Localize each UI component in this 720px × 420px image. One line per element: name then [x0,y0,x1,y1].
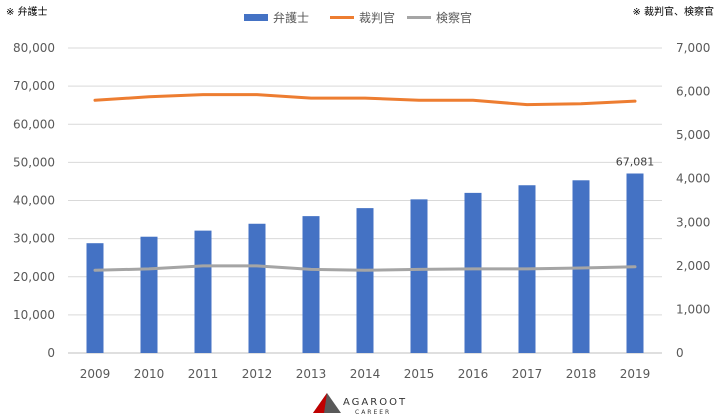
x-tick-label: 2017 [512,367,543,381]
bar-lawyers-2014 [356,208,374,353]
x-tick-label: 2014 [350,367,381,381]
legend-swatch-lawyers [244,14,268,21]
bar-lawyers-2010 [140,236,158,353]
right-tick-label: 3,000 [676,215,710,229]
logo-sub: CAREER [355,409,391,416]
left-tick-label: 10,000 [13,308,55,322]
left-axis-ticks: 0 10,000 20,000 30,000 40,000 50,000 60,000 70,… [13,41,55,360]
x-tick-label: 2010 [134,367,165,381]
bar-lawyers-2012 [248,223,266,353]
left-tick-label: 30,000 [13,232,55,246]
data-labels: 67,081 [616,156,655,169]
legend-item-lawyers: 弁護士 [244,10,309,25]
right-axis-ticks: 0 1,000 2,000 3,000 4,000 5,000 6,000 7,000 [676,41,710,360]
bar-lawyers-2009 [86,243,104,353]
right-tick-label: 5,000 [676,128,710,142]
right-tick-label: 0 [676,346,684,360]
x-tick-label: 2015 [404,367,435,381]
legend-label-lawyers: 弁護士 [273,10,309,25]
legend-label-judges: 裁判官 [359,10,395,25]
logo-name: AGAROOT [343,397,407,408]
bar-series-lawyers [86,173,644,353]
x-tick-label: 2019 [620,367,651,381]
right-tick-label: 2,000 [676,259,710,273]
left-axis-note: ※ 弁護士 [6,5,48,18]
left-tick-label: 50,000 [13,155,55,169]
legend: 弁護士 裁判官 検察官 [244,10,472,25]
bar-lawyers-2016 [464,192,482,353]
bar-lawyers-2019 [626,173,644,353]
right-tick-label: 7,000 [676,41,710,55]
bar-lawyers-2011 [194,230,212,353]
x-tick-label: 2009 [80,367,111,381]
left-tick-label: 60,000 [13,117,55,131]
right-tick-label: 4,000 [676,172,710,186]
left-tick-label: 0 [47,346,55,360]
right-axis-note: ※ 裁判官、検察官 [632,5,714,18]
legend-label-prosecutors: 検察官 [436,10,472,25]
right-tick-label: 1,000 [676,302,710,316]
agaroot-career-logo: AGAROOT CAREER [313,393,407,416]
legend-item-prosecutors: 検察官 [407,10,472,25]
line-judges [93,93,637,107]
left-tick-label: 20,000 [13,270,55,284]
logo-mark-icon [313,393,341,413]
right-tick-label: 6,000 [676,85,710,99]
left-tick-label: 70,000 [13,79,55,93]
bar-lawyers-2013 [302,216,320,353]
legend-item-judges: 裁判官 [330,10,395,25]
x-tick-label: 2011 [188,367,219,381]
x-tick-label: 2016 [458,367,489,381]
bar-lawyers-2015 [410,199,428,353]
x-tick-label: 2013 [296,367,327,381]
left-tick-label: 40,000 [13,194,55,208]
x-tick-label: 2012 [242,367,273,381]
data-label-2019: 67,081 [616,156,655,169]
x-axis-ticks: 2009 2010 2011 2012 2013 2014 2015 2016 2017 2018… [80,367,651,381]
line-series [93,93,637,272]
x-tick-label: 2018 [566,367,597,381]
left-tick-label: 80,000 [13,41,55,55]
line-prosecutors [93,264,637,272]
grid-lines [68,47,662,354]
